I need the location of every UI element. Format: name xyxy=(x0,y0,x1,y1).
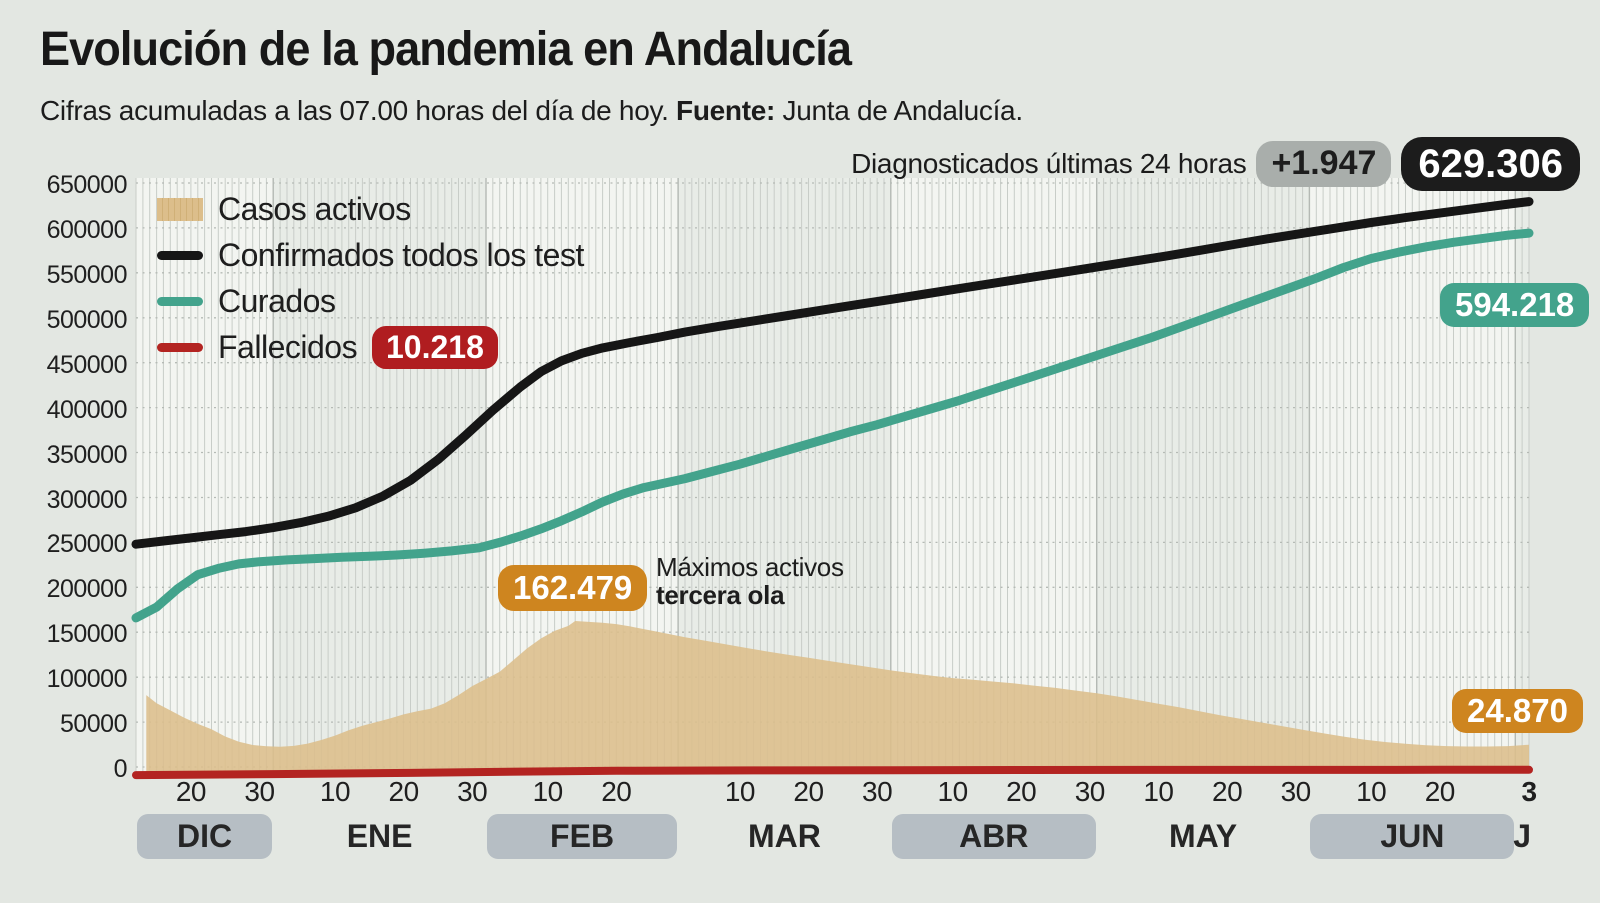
active-cases-area xyxy=(146,621,1529,773)
x-tick-label: 20 xyxy=(601,776,632,807)
x-tick-label: 10 xyxy=(1143,776,1174,807)
x-tick-label: 30 xyxy=(862,776,893,807)
confirmed-line-swatch-icon xyxy=(157,250,203,260)
y-tick-label: 500000 xyxy=(46,305,128,334)
legend-label: Curados xyxy=(218,282,336,319)
x-tick-label: 10 xyxy=(1356,776,1387,807)
confirmed-total-badge: 629.306 xyxy=(1401,137,1580,191)
y-tick-label: 350000 xyxy=(46,440,128,469)
recovered-line xyxy=(131,228,1534,623)
subtitle-source-label: Fuente: xyxy=(676,95,776,126)
x-tick-label: 30 xyxy=(244,776,275,807)
y-tick-label: 650000 xyxy=(46,171,128,199)
month-band-MAY xyxy=(1096,178,1310,772)
deaths-line-swatch-icon xyxy=(157,342,203,352)
month-pill-DIC xyxy=(137,814,273,859)
y-tick-label: 100000 xyxy=(46,665,128,694)
month-band-ENE xyxy=(273,178,486,772)
month-pill-ABR xyxy=(891,814,1096,859)
legend-item-confirmados: Confirmados todos los test xyxy=(157,232,584,278)
y-tick-label: 400000 xyxy=(46,395,128,424)
month-pill-FEB xyxy=(487,814,678,859)
subtitle-source: Junta de Andalucía. xyxy=(775,95,1024,126)
y-tick-label: 450000 xyxy=(46,350,128,379)
recovered-total-badge: 594.218 xyxy=(1440,283,1590,328)
month-label-MAR: MAR xyxy=(748,818,821,854)
x-tick-label: 30 xyxy=(1074,776,1106,807)
legend-item-fallecidos: Fallecidos xyxy=(157,324,584,370)
x-tick-label: 20 xyxy=(175,776,207,807)
active-cases-total-badge: 24.870 xyxy=(1452,689,1583,734)
subtitle-text: Cifras acumuladas a las 07.00 horas del … xyxy=(40,95,677,126)
page-title: Evolución de la pandemia en Andalucía xyxy=(40,23,852,76)
max-active-cases-badge: 162.479 xyxy=(498,565,648,612)
legend-label: Fallecidos xyxy=(218,328,358,365)
x-tick-label: 20 xyxy=(388,776,420,807)
recovered-line-swatch-icon xyxy=(157,296,203,306)
deaths-line xyxy=(132,765,1533,780)
confirmed-line xyxy=(131,197,1534,549)
month-label-DIC: DIC xyxy=(177,818,233,854)
month-pill-JUN xyxy=(1310,814,1515,859)
x-tick-label: 20 xyxy=(793,776,824,807)
x-tick-label: 20 xyxy=(1006,776,1037,807)
max-active-cases-note: Máximos activos tercera ola xyxy=(656,553,844,609)
deaths-total-badge: 10.218 xyxy=(372,326,498,370)
month-label-J: J xyxy=(1513,818,1532,854)
legend: Casos activos Confirmados todos los test… xyxy=(157,186,584,370)
legend-label: Confirmados todos los test xyxy=(218,236,584,273)
y-tick-label: 0 xyxy=(113,755,128,783)
month-label-JUN: JUN xyxy=(1380,818,1445,854)
max-note-line2: tercera ola xyxy=(656,580,785,610)
legend-item-curados: Curados xyxy=(157,278,584,324)
y-tick-label: 550000 xyxy=(46,260,128,289)
x-tick-label: 20 xyxy=(1212,776,1243,807)
month-label-ENE: ENE xyxy=(346,818,413,854)
y-tick-label: 200000 xyxy=(46,575,128,604)
x-tick-label: 3 xyxy=(1521,776,1537,807)
legend-item-casos-activos: Casos activos xyxy=(157,186,584,232)
x-tick-label: 30 xyxy=(457,776,488,807)
y-tick-label: 150000 xyxy=(46,620,128,649)
x-tick-label: 10 xyxy=(937,776,969,807)
y-tick-label: 50000 xyxy=(59,710,128,739)
diagnosed-24h-delta-badge: +1.947 xyxy=(1256,141,1392,187)
diagnosed-24h-label: Diagnosticados últimas 24 horas xyxy=(851,148,1247,179)
active-cases-swatch-icon xyxy=(157,197,203,221)
month-label-MAY: MAY xyxy=(1168,818,1238,854)
y-tick-label: 250000 xyxy=(46,530,128,559)
diagnosed-24h-row: Diagnosticados últimas 24 horas +1.947 6… xyxy=(851,137,1580,191)
x-tick-label: 30 xyxy=(1280,776,1312,807)
y-tick-label: 600000 xyxy=(46,215,128,244)
x-tick-label: 20 xyxy=(1424,776,1456,807)
x-tick-label: 10 xyxy=(532,776,564,807)
legend-label: Casos activos xyxy=(218,190,411,227)
month-label-FEB: FEB xyxy=(550,818,615,854)
x-tick-label: 10 xyxy=(319,776,351,807)
max-note-line1: Máximos activos xyxy=(656,552,844,582)
subtitle: Cifras acumuladas a las 07.00 horas del … xyxy=(40,95,1023,127)
x-tick-label: 10 xyxy=(724,776,756,807)
month-label-ABR: ABR xyxy=(959,818,1029,854)
y-tick-label: 300000 xyxy=(46,485,128,514)
